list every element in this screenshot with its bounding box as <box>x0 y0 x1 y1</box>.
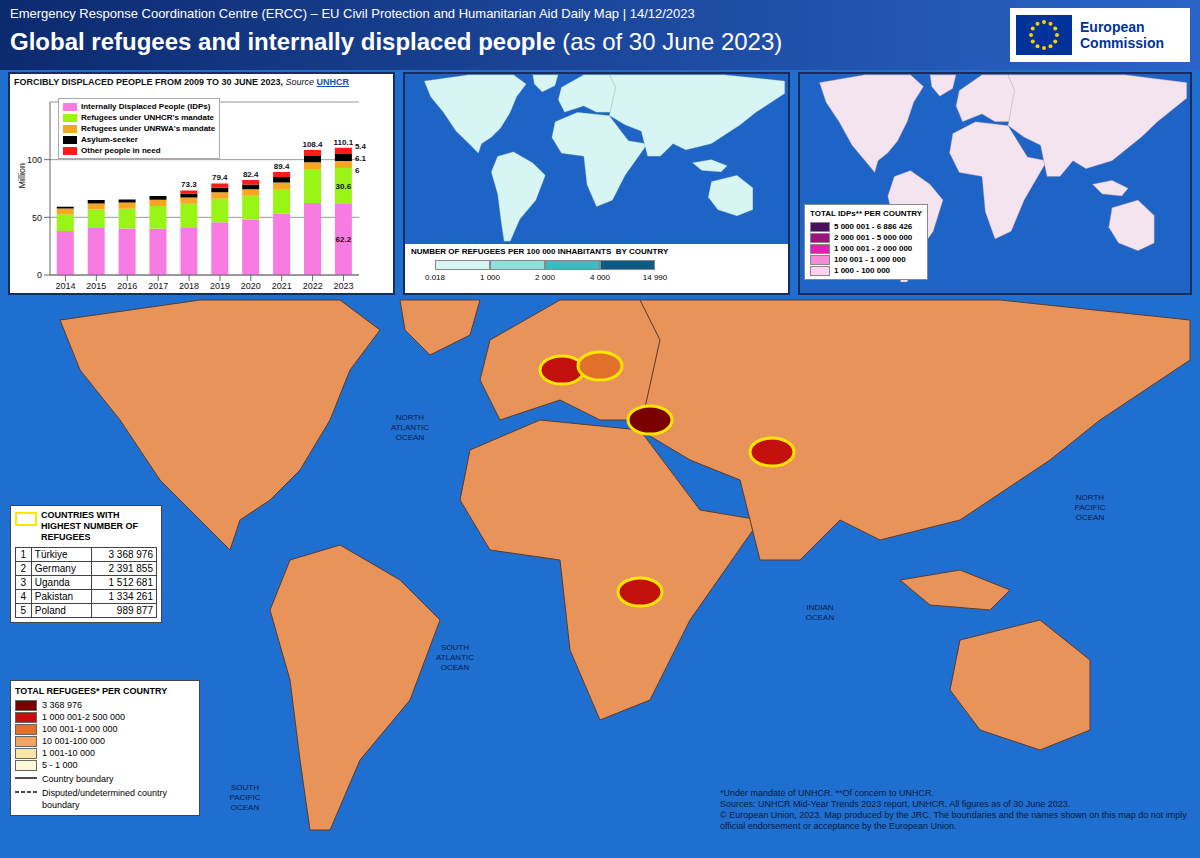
html-text:Germany: Germany <box>34 563 76 574</box>
svg-text:2015: 2015 <box>86 281 106 291</box>
html-text:Sources: UNHCR Mid-Year Trends: Sources: UNHCR Mid-Year Trends 2023 repo… <box>720 799 1071 809</box>
svg-text:89.4: 89.4 <box>274 162 290 171</box>
svg-text:2016: 2016 <box>117 281 137 291</box>
svg-text:2020: 2020 <box>241 281 261 291</box>
svg-text:79.4: 79.4 <box>212 173 228 182</box>
svg-text:30.6: 30.6 <box>336 182 352 191</box>
html-text:5: 5 <box>20 605 27 616</box>
html-text:*Under mandate of UNHCR. **Of: *Under mandate of UNHCR. **Of concern to… <box>720 788 935 798</box>
html-text:1 512 681: 1 512 681 <box>108 577 153 588</box>
svg-text:Million: Million <box>17 163 27 189</box>
html-text:5 000 001 - 6 886 426: 5 000 001 - 6 886 426 <box>834 222 913 231</box>
html-text:4 000: 4 000 <box>590 273 610 282</box>
svg-text:SOUTHPACIFICOCEAN: SOUTHPACIFICOCEAN <box>230 783 261 812</box>
svg-text:62.2: 62.2 <box>336 235 352 244</box>
html-text:1 000: 1 000 <box>480 273 500 282</box>
html-text:3: 3 <box>20 577 27 588</box>
svg-text:2023: 2023 <box>334 281 354 291</box>
html-text:100 001-1 000 000: 100 001-1 000 000 <box>42 724 118 734</box>
html-text:2 391 855: 2 391 855 <box>108 563 153 574</box>
html-text:2 000 001 - 5 000 000: 2 000 001 - 5 000 000 <box>834 233 913 242</box>
html-text:Poland: Poland <box>34 605 66 616</box>
svg-text:2019: 2019 <box>210 281 230 291</box>
html-text:4: 4 <box>20 591 27 602</box>
html-text:100 001 - 1 000 000: 100 001 - 1 000 000 <box>834 255 906 264</box>
html-text:FORCIBLY DISPLACED PEOPLE FROM: FORCIBLY DISPLACED PEOPLE FROM 2009 TO 3… <box>14 77 349 87</box>
html-text:Refugees under UNRWA's mandate: Refugees under UNRWA's mandate <box>81 124 216 133</box>
html-text:Asylum-seeker: Asylum-seeker <box>81 135 138 144</box>
html-text:1 000 001 - 2 000 000: 1 000 001 - 2 000 000 <box>834 244 913 253</box>
html-text:1 001-10 000: 1 001-10 000 <box>42 748 95 758</box>
html-text:Internally Displaced People (I: Internally Displaced People (IDPs) <box>81 102 211 111</box>
svg-text:0: 0 <box>37 270 42 280</box>
html-text:2: 2 <box>20 563 27 574</box>
svg-text:6.1: 6.1 <box>355 154 367 163</box>
html-text:Uganda: Uganda <box>34 577 70 588</box>
html-text:Disputed/undetermined country: Disputed/undetermined country boundary <box>42 788 168 810</box>
svg-text:100: 100 <box>27 155 42 165</box>
svg-text:2017: 2017 <box>148 281 168 291</box>
html-text:European Commission: European Commission <box>1080 19 1164 51</box>
html-text:989 877: 989 877 <box>116 605 153 616</box>
html-text:5 - 1 000: 5 - 1 000 <box>42 760 78 770</box>
html-text:2 000: 2 000 <box>535 273 555 282</box>
html-text:COUNTRIES WITH HIGHEST NUMBER: COUNTRIES WITH HIGHEST NUMBER OF REFUGEE… <box>41 510 138 542</box>
svg-text:108.4: 108.4 <box>302 140 323 149</box>
svg-text:2021: 2021 <box>272 281 292 291</box>
svg-text:2014: 2014 <box>55 281 75 291</box>
html-text:Other people in need: Other people in need <box>81 146 161 155</box>
html-text:Pakistan: Pakistan <box>34 591 74 602</box>
svg-text:SOUTHATLANTICOCEAN: SOUTHATLANTICOCEAN <box>436 643 474 672</box>
html-text:Emergency Response Coordinatio: Emergency Response Coordination Centre (… <box>10 6 695 21</box>
html-text:Country boundary: Country boundary <box>42 774 114 784</box>
html-text:3 368 976: 3 368 976 <box>108 549 153 560</box>
html-text:Global refugees and internally: Global refugees and internally displaced… <box>10 28 783 55</box>
html-text:© European Union, 2023. Map pr: © European Union, 2023. Map produced by … <box>720 810 1187 831</box>
svg-text:6: 6 <box>355 166 360 175</box>
html-text:0.018: 0.018 <box>425 273 445 282</box>
html-text:Refugees under UNHCR's mandate: Refugees under UNHCR's mandate <box>81 113 214 122</box>
svg-text:73.3: 73.3 <box>181 180 197 189</box>
html-text:Türkiye: Türkiye <box>34 549 68 560</box>
svg-text:2018: 2018 <box>179 281 199 291</box>
svg-text:NORTHATLANTICOCEAN: NORTHATLANTICOCEAN <box>391 413 429 442</box>
svg-text:82.4: 82.4 <box>243 170 259 179</box>
html-text:TOTAL IDPs** PER COUNTRY: TOTAL IDPs** PER COUNTRY <box>810 209 923 218</box>
svg-text:NORTHPACIFICOCEAN: NORTHPACIFICOCEAN <box>1075 493 1106 522</box>
html-text:1: 1 <box>20 549 27 560</box>
html-text:1 000 - 100 000: 1 000 - 100 000 <box>834 266 890 275</box>
html-text:TOTAL REFUGEES* PER COUNTRY: TOTAL REFUGEES* PER COUNTRY <box>15 686 168 696</box>
html-text:14 990: 14 990 <box>642 273 668 282</box>
svg-text:5.4: 5.4 <box>355 142 367 151</box>
svg-text:110.1: 110.1 <box>334 138 354 147</box>
html-text:NUMBER OF REFUGEES PER 100 000: NUMBER OF REFUGEES PER 100 000 INHABITAN… <box>411 247 669 256</box>
html-text:10 001-100 000: 10 001-100 000 <box>42 736 106 746</box>
html-text:3 368 976: 3 368 976 <box>42 700 82 710</box>
svg-text:INDIANOCEAN: INDIANOCEAN <box>806 603 835 622</box>
svg-text:2022: 2022 <box>303 281 323 291</box>
svg-text:50: 50 <box>32 213 42 223</box>
html-text:1 334 261: 1 334 261 <box>108 591 153 602</box>
html-text:1 000 001-2 500 000: 1 000 001-2 500 000 <box>42 712 126 722</box>
